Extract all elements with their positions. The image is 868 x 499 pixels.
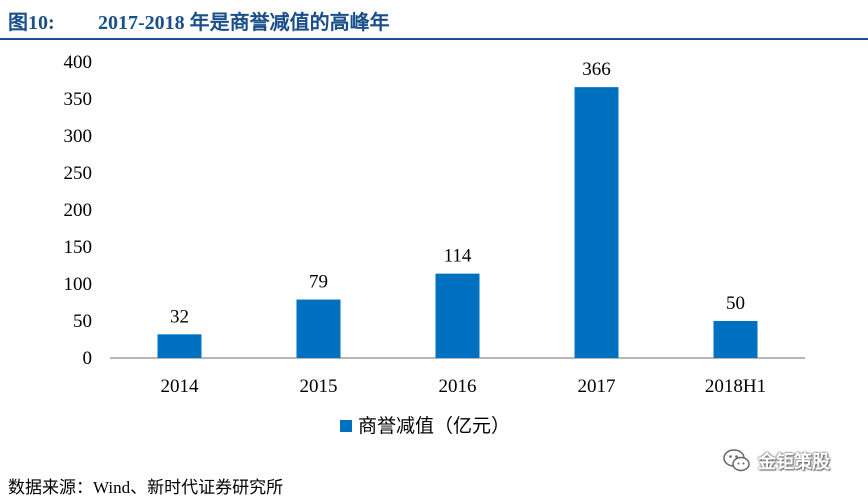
data-label: 114 [444,246,472,267]
data-label: 366 [582,59,611,80]
y-tick-label: 250 [64,163,93,184]
x-tick-label: 2017 [578,376,616,397]
y-tick-label: 0 [83,348,93,369]
y-tick-label: 400 [64,52,93,73]
y-tick-label: 100 [64,274,93,295]
legend: 商誉减值（亿元） [340,415,510,437]
x-axis-ticks: 2014 2015 2016 2017 2018H1 [161,376,767,397]
x-tick-label: 2015 [300,376,338,397]
data-label: 32 [170,306,189,327]
figure-label: 图10: [8,12,55,34]
source-note: 数据来源：Wind、新时代证券研究所 [8,478,284,497]
bars-group [157,87,758,358]
legend-swatch [340,420,352,432]
watermark-text: 金钜策股 [758,452,830,473]
x-tick-label: 2018H1 [705,376,766,397]
legend-label: 商誉减值（亿元） [358,415,510,437]
bar [574,87,619,358]
y-tick-label: 350 [64,89,93,110]
y-tick-label: 200 [64,200,93,221]
data-label: 50 [726,293,745,314]
y-axis-ticks: 0 50 100 150 200 250 300 350 400 [64,52,93,369]
y-tick-label: 300 [64,126,93,147]
bar [157,334,202,358]
y-tick-label: 150 [64,237,93,258]
bar [296,299,341,358]
bar [713,321,758,358]
wechat-icon [723,449,750,472]
x-tick-label: 2014 [161,376,200,397]
y-tick-label: 50 [73,311,92,332]
watermark: 金钜策股 [722,444,830,478]
figure-title-bar: 图10: 2017-2018 年是商誉减值的高峰年 [0,0,868,40]
data-label: 79 [309,272,328,293]
x-tick-label: 2016 [439,376,477,397]
figure-title: 2017-2018 年是商誉减值的高峰年 [98,12,390,34]
bar [435,273,480,358]
data-labels-group: 32 79 114 366 50 [170,59,745,327]
bar-chart: 0 50 100 150 200 250 300 350 400 32 79 114 366 50 20… [64,52,805,437]
